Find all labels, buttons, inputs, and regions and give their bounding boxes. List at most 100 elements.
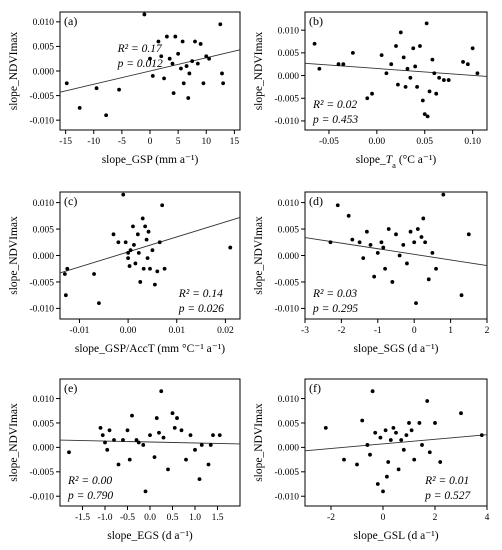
data-point: [161, 435, 166, 440]
y-tick-label: -0.005: [29, 278, 54, 288]
data-point: [378, 435, 383, 440]
data-point: [135, 232, 140, 237]
data-point: [418, 44, 422, 48]
data-point: [466, 232, 471, 237]
data-point: [425, 399, 430, 403]
data-point: [121, 192, 126, 197]
x-tick-label: -0.05: [319, 137, 339, 147]
data-point: [218, 22, 223, 27]
data-point: [361, 256, 366, 261]
data-point: [430, 250, 435, 255]
r-squared-label: R² = 0.03: [312, 288, 357, 300]
y-tick-label: 0.010: [33, 18, 55, 28]
data-point: [190, 59, 195, 64]
x-tick-label: 1: [448, 326, 453, 336]
data-point: [433, 421, 437, 425]
data-point: [170, 411, 175, 416]
data-point: [150, 74, 155, 78]
data-point: [401, 55, 406, 60]
data-point: [111, 232, 116, 237]
data-point: [381, 489, 385, 494]
data-point: [375, 250, 380, 255]
x-tick-label: 0: [148, 137, 153, 147]
data-point: [408, 75, 413, 80]
data-point: [155, 269, 160, 274]
panel-b: -0.05 0.00 0.05 0.10 -0.010 -0.005 0.000 0.005 0…: [253, 11, 488, 170]
data-point: [404, 433, 409, 438]
y-tick-label: -0.010: [29, 305, 54, 315]
data-point: [157, 240, 162, 245]
data-point: [414, 301, 418, 306]
data-point: [175, 416, 179, 420]
data-point: [173, 34, 178, 39]
x-axis-title: slope_Ta (°C a⁻¹): [356, 154, 437, 170]
data-point: [323, 425, 328, 430]
x-tick-label: 1.0: [189, 513, 201, 523]
data-point: [421, 216, 426, 221]
data-point: [370, 389, 375, 394]
data-point: [368, 243, 373, 247]
data-point: [459, 293, 464, 298]
y-tick-label: 0.010: [278, 395, 300, 405]
y-tick-label: -0.010: [274, 305, 299, 315]
data-point: [64, 81, 69, 86]
data-point: [220, 71, 224, 76]
y-tick-label: -0.005: [29, 92, 54, 102]
data-point: [434, 266, 438, 271]
y-tick-label: -0.005: [29, 468, 54, 478]
data-point: [207, 56, 211, 61]
data-point: [317, 66, 322, 71]
x-tick-label: 0.00: [120, 326, 137, 336]
data-point: [401, 447, 406, 452]
data-point: [336, 62, 341, 67]
data-point: [144, 237, 149, 242]
data-point: [201, 81, 206, 86]
data-point: [386, 227, 391, 231]
regression-line: [59, 49, 241, 93]
data-point: [411, 46, 416, 51]
data-point: [97, 301, 101, 306]
y-tick-label: 0.005: [33, 43, 55, 53]
y-tick-label: 0.000: [33, 67, 55, 77]
data-point: [117, 87, 121, 92]
y-axis-title: slope_NDVImax: [8, 31, 20, 110]
data-point: [417, 421, 422, 425]
x-tick-label: -1: [374, 326, 382, 336]
data-point: [162, 266, 167, 271]
data-point: [184, 64, 189, 68]
x-tick-label: 2: [433, 513, 438, 523]
data-point: [141, 266, 146, 271]
data-point: [130, 413, 134, 418]
data-point: [383, 266, 387, 271]
y-tick-label: 0.005: [33, 419, 55, 429]
x-tick-label: 2: [485, 326, 490, 336]
data-point: [346, 213, 351, 218]
data-point: [479, 433, 484, 438]
data-point: [405, 261, 409, 266]
x-tick-label: 0.5: [167, 513, 179, 523]
regression-line: [59, 439, 241, 445]
data-point: [136, 440, 141, 445]
x-tick-label: -15: [59, 137, 72, 147]
data-point: [154, 416, 159, 420]
data-point: [186, 96, 191, 100]
panel-letter: (d): [309, 194, 323, 208]
y-tick-label: 0.005: [278, 225, 300, 235]
p-value-label: p = 0.790: [67, 490, 113, 502]
data-point: [312, 41, 317, 46]
data-point: [335, 203, 340, 208]
data-point: [372, 274, 377, 279]
y-tick-label: 0.000: [33, 252, 55, 262]
x-tick-label: 0.01: [168, 326, 185, 336]
data-point: [142, 12, 147, 17]
y-tick-label: -0.005: [274, 95, 299, 105]
panel-letter: (f): [309, 381, 321, 395]
y-tick-label: 0.010: [33, 199, 55, 209]
data-point: [441, 192, 446, 197]
data-point: [415, 84, 419, 89]
x-tick-label: 5: [176, 137, 181, 147]
data-point: [409, 428, 414, 433]
data-point: [116, 240, 121, 245]
data-point: [360, 418, 365, 423]
